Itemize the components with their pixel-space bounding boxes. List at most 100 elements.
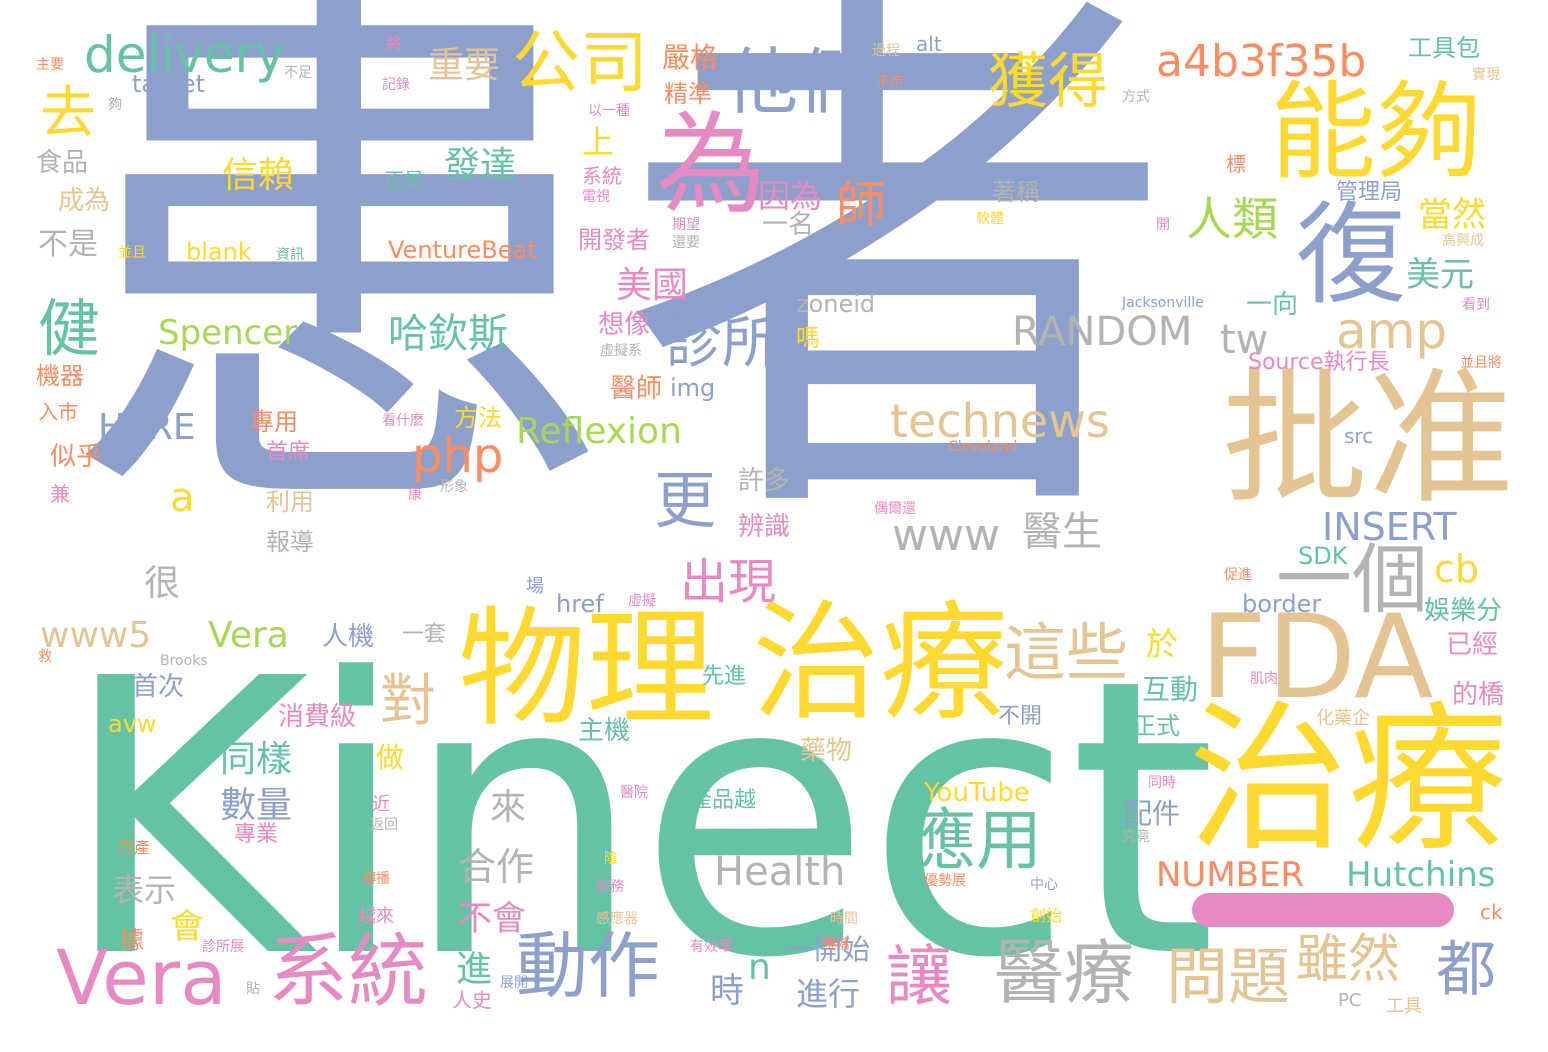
word-toolkit: 工具包 (1408, 34, 1480, 62)
word-expect: 期望 (672, 217, 700, 233)
word-first-time: 首次 (132, 672, 185, 702)
word-see: 看到 (1462, 297, 1490, 313)
word-spread: 傳播 (362, 871, 390, 887)
word-after-all: 究竟 (1122, 829, 1150, 845)
word-src: src (1344, 424, 1374, 448)
word-muscle: 肌肉 (1250, 671, 1278, 687)
word-tv: 電視 (582, 189, 610, 205)
word-virtual-system: 虛擬系 (600, 343, 642, 359)
word-proceed: 進行 (796, 975, 861, 1013)
word-a: a (170, 475, 195, 521)
pink-bar-shape (1192, 893, 1454, 927)
word-cooperate: 合作 (458, 845, 535, 889)
word-in-a-way: 以一種 (588, 103, 630, 119)
word-important: 重要 (428, 45, 501, 86)
word-company: 公司 (512, 24, 649, 103)
word-is-not: 不是 (38, 227, 98, 262)
word-expand: 展開 (500, 975, 528, 991)
word-cleveland: Cleveland (948, 439, 1018, 455)
word-cb: cb (1434, 547, 1480, 591)
word-formal: 正式 (1132, 712, 1180, 740)
word-exactly: 正是 (384, 168, 424, 192)
word-venturebeat: VentureBeat (388, 236, 537, 264)
word-jiang: 將 (386, 34, 403, 53)
word-sensor: 感應器 (596, 911, 638, 927)
word-strict: 嚴格 (662, 41, 719, 74)
word-although: 雖然 (1296, 930, 1401, 990)
word-biao: 標 (1226, 152, 1246, 176)
word-yu: 於 (1146, 625, 1179, 663)
word-seems: 似乎 (50, 442, 103, 472)
word-and-will: 並且將 (1460, 355, 1502, 371)
word-www-1: www (892, 510, 1000, 561)
word-console: 主機 (578, 716, 631, 746)
word-tamen: 他們 (726, 40, 871, 124)
word-delivery: delivery (84, 26, 285, 84)
word-rang: 讓 (886, 938, 952, 1015)
word-use: 利用 (266, 488, 314, 516)
word-machine: 機器 (36, 362, 84, 390)
word-hash: a4b3f35b (1156, 36, 1367, 87)
word-appear: 出現 (680, 554, 777, 610)
word-clinic: 診所 (666, 311, 778, 376)
word-save: 救 (38, 649, 52, 665)
word-express: 表示 (112, 871, 177, 909)
word-software: 軟體 (976, 211, 1004, 227)
word-application: 應用 (910, 802, 1042, 879)
word-of-course: 當然 (1418, 195, 1486, 235)
word-consumer: 消費級 (278, 702, 357, 732)
word-hutchins: Hutchins (1346, 855, 1496, 895)
word-dou: 都 (1436, 935, 1496, 1005)
word-fu: 復 (1296, 191, 1406, 319)
word-very: 很 (144, 563, 181, 604)
word-usa: 美國 (616, 265, 689, 306)
word-more-and-more: 越來 (358, 906, 394, 927)
word-www5: www5 (40, 615, 152, 656)
word-gou: 夠 (108, 97, 122, 113)
word-yiming: 一名 (762, 210, 815, 240)
word-drug: 藥物 (800, 736, 853, 766)
word-interact: 互動 (1142, 673, 1199, 706)
word-here: HERE (98, 407, 196, 448)
word-imagine: 想像 (598, 310, 651, 340)
word-assets: 資產 (118, 838, 151, 857)
word-no-need: 不用 (876, 75, 904, 91)
word-fda: FDA (1200, 590, 1434, 725)
word-at-first: 一開始 (786, 933, 871, 966)
word-shi: 師 (836, 176, 886, 234)
word-dui: 對 (380, 669, 436, 734)
word-field: 場 (526, 576, 544, 597)
word-jin: 進 (456, 949, 493, 990)
word-treatment-2: 治療 (752, 589, 1009, 738)
word-what: 看什麼 (382, 413, 424, 429)
word-become: 成為 (58, 186, 111, 216)
word-yin: 陰 (604, 851, 618, 867)
word-brooks: Brooks (160, 653, 208, 669)
word-realize: 實現 (1472, 67, 1500, 83)
word-product: 產品越 (690, 788, 757, 813)
word-administration: 管理局 (1336, 180, 1403, 205)
word-reflexion: Reflexion (516, 411, 682, 452)
word-insufficient: 不足 (284, 65, 312, 81)
word-physics: 物理 (458, 595, 715, 744)
word-amp: amp (1336, 302, 1448, 360)
word-tie: 貼 (246, 981, 260, 997)
word-n: n (748, 947, 771, 988)
word-hutchins-cn: 哈欽斯 (388, 311, 508, 357)
word-service: 服務 (596, 879, 624, 895)
word-same-time: 同時 (1148, 775, 1176, 791)
word-time: 時間 (830, 911, 858, 927)
word-number: NUMBER (1156, 855, 1305, 895)
word-precise: 精準 (664, 80, 712, 108)
word-already: 已經 (1446, 630, 1499, 660)
word-main: 主要 (36, 57, 64, 73)
word-accessory: 配件 (1124, 797, 1181, 830)
word-current-stage: 現階 (822, 937, 850, 953)
word-chief: 首席 (266, 440, 311, 465)
word-geng: 更 (654, 464, 717, 537)
word-because: 因為 (758, 177, 823, 215)
word-physician: 醫師 (610, 374, 663, 404)
word-man-machine: 人機 (322, 622, 375, 652)
word-alt: alt (916, 32, 942, 56)
